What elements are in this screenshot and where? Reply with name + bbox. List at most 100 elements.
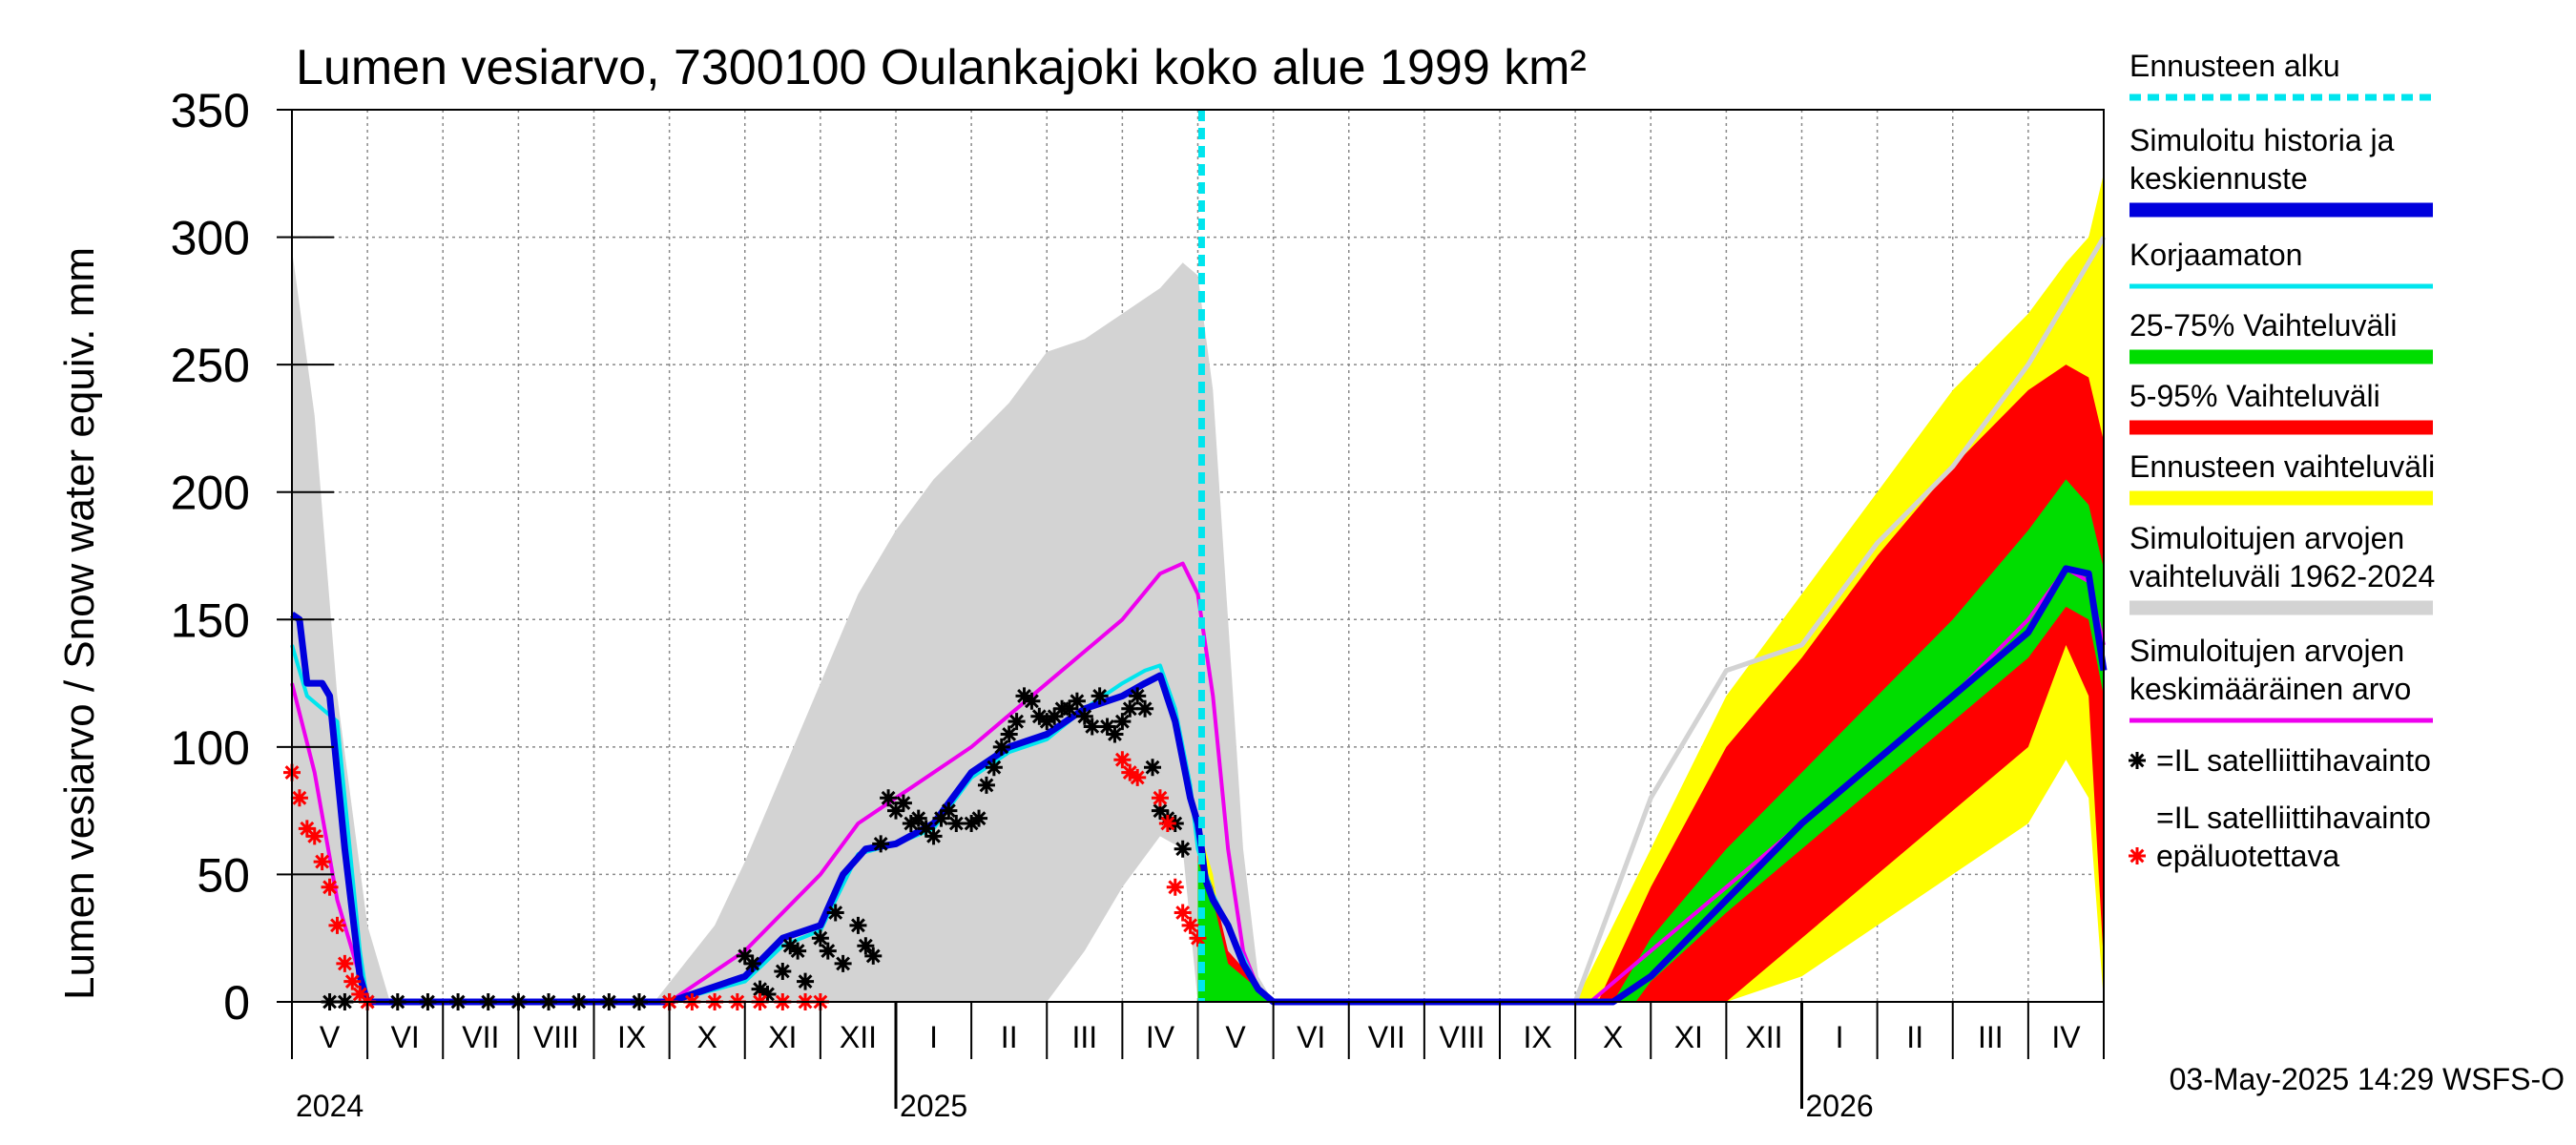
legend-label: Ennusteen vaihteluväli	[2129, 449, 2435, 484]
x-month-label: VII	[462, 1020, 499, 1054]
satellite-observation-marker	[736, 947, 754, 965]
x-month-label: IV	[1146, 1020, 1175, 1054]
satellite-observation-marker	[1068, 692, 1086, 710]
x-year-label: 2024	[296, 1089, 364, 1123]
legend-label: 5-95% Vaihteluväli	[2129, 379, 2380, 413]
satellite-observation-marker	[743, 954, 761, 972]
legend-label: Ennusteen alku	[2129, 49, 2340, 83]
unreliable-observation-marker	[1174, 904, 1192, 922]
satellite-observation-marker	[1046, 707, 1064, 725]
satellite-observation-marker	[977, 776, 995, 794]
satellite-observation-marker	[1144, 759, 1162, 777]
satellite-observation-marker	[849, 916, 867, 934]
satellite-observation-marker	[819, 942, 837, 960]
timestamp-label: 03-May-2025 14:29 WSFS-O	[2170, 1062, 2565, 1096]
satellite-observation-marker	[1030, 707, 1049, 725]
x-month-label: XII	[1745, 1020, 1782, 1054]
satellite-observation-marker	[880, 789, 898, 807]
satellite-observation-marker	[789, 942, 807, 960]
unreliable-observation-marker	[313, 853, 331, 871]
satellite-observation-marker	[909, 809, 927, 827]
unreliable-observation-marker	[298, 820, 316, 838]
satellite-observation-marker	[1000, 725, 1018, 743]
unreliable-observation-marker	[305, 827, 323, 845]
unreliable-observation-marker	[1113, 751, 1132, 769]
plot-area	[283, 109, 2146, 1010]
legend-swatch-star	[2129, 752, 2146, 769]
x-month-label: VII	[1368, 1020, 1405, 1054]
legend-label: vaihteluväli 1962-2024	[2129, 559, 2435, 593]
satellite-observation-marker	[857, 937, 875, 955]
chart-title: Lumen vesiarvo, 7300100 Oulankajoki koko…	[296, 40, 1587, 95]
x-month-label: II	[1906, 1020, 1923, 1054]
satellite-observation-marker	[1023, 692, 1041, 710]
y-tick-label: 250	[171, 339, 250, 392]
satellite-observation-marker	[1083, 718, 1101, 736]
y-tick-label: 300	[171, 212, 250, 265]
satellite-observation-marker	[1129, 687, 1147, 705]
satellite-observation-marker	[774, 962, 792, 980]
x-month-label: VIII	[1439, 1020, 1485, 1054]
satellite-observation-marker	[932, 809, 950, 827]
x-month-label: IV	[2051, 1020, 2081, 1054]
unreliable-observation-marker	[351, 985, 369, 1003]
y-tick-label: 50	[197, 848, 250, 902]
legend-label: Simuloitujen arvojen	[2129, 634, 2404, 668]
x-month-label: XI	[768, 1020, 797, 1054]
y-tick-label: 150	[171, 593, 250, 647]
y-tick-label: 100	[171, 721, 250, 775]
satellite-observation-marker	[894, 794, 912, 812]
legend-swatch-star	[2129, 847, 2146, 864]
y-tick-label: 350	[171, 84, 250, 137]
x-month-label: I	[929, 1020, 938, 1054]
unreliable-observation-marker	[1166, 878, 1184, 896]
x-month-label: II	[1001, 1020, 1018, 1054]
satellite-observation-marker	[826, 904, 844, 922]
satellite-observation-marker	[1121, 699, 1139, 718]
y-axis-label: Lumen vesiarvo / Snow water equiv. mm	[56, 247, 103, 1000]
satellite-observation-marker	[924, 827, 943, 845]
unreliable-observation-marker	[1121, 763, 1139, 781]
reference-year-line	[1572, 236, 2107, 1003]
satellite-observation-marker	[1113, 713, 1132, 731]
satellite-observation-marker	[887, 802, 904, 820]
satellite-observation-marker	[1151, 802, 1169, 820]
satellite-observation-marker	[864, 947, 883, 965]
unreliable-observation-marker	[321, 878, 339, 896]
unreliable-observation-marker	[1189, 929, 1207, 947]
satellite-observation-marker	[751, 980, 769, 998]
satellite-observation-marker	[970, 809, 988, 827]
x-month-label: XII	[840, 1020, 877, 1054]
legend-label: Korjaamaton	[2129, 238, 2302, 272]
range-25-75-band	[1197, 479, 2104, 1002]
x-year-label: 2026	[1805, 1089, 1873, 1123]
legend-label: epäluotettava	[2156, 839, 2339, 873]
satellite-observation-marker	[797, 972, 815, 990]
satellite-observation-marker	[834, 954, 852, 972]
unreliable-observation-marker	[290, 789, 308, 807]
satellite-observation-marker	[1174, 840, 1192, 858]
x-month-label: V	[320, 1020, 341, 1054]
satellite-observation-marker	[1008, 713, 1026, 731]
legend: Ennusteen alku Simuloitu historia ja keski…	[2129, 49, 2435, 873]
legend-label: keskimääräinen arvo	[2129, 672, 2411, 706]
satellite-observation-marker	[902, 815, 920, 832]
x-month-label: I	[1836, 1020, 1844, 1054]
x-month-label: VI	[1297, 1020, 1325, 1054]
x-month-label: III	[1978, 1020, 2004, 1054]
satellite-observation-marker	[781, 937, 800, 955]
unreliable-observation-marker	[336, 954, 354, 972]
x-month-label: XI	[1674, 1020, 1703, 1054]
legend-label: keskiennuste	[2129, 161, 2308, 196]
satellite-observation-marker	[992, 738, 1010, 756]
x-year-label: 2025	[900, 1089, 967, 1123]
x-month-label: III	[1071, 1020, 1097, 1054]
legend-label: Simuloitu historia ja	[2129, 123, 2395, 157]
satellite-observation-marker	[1015, 687, 1033, 705]
historical-range-band	[292, 249, 1274, 1002]
satellite-observation-marker	[811, 929, 829, 947]
x-month-label: VIII	[533, 1020, 579, 1054]
legend-label: =IL satelliittihavainto	[2156, 743, 2431, 778]
satellite-observation-marker	[940, 802, 958, 820]
